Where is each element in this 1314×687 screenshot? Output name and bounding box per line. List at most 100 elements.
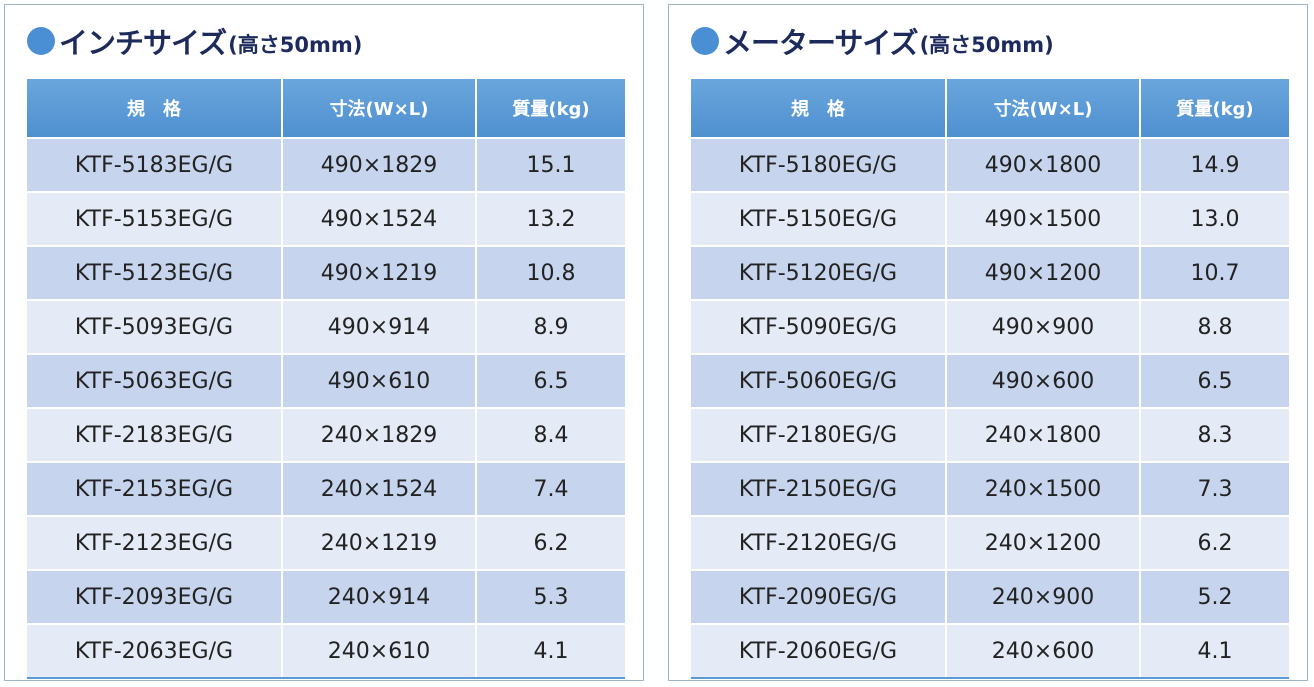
table-cell: KTF-2153EG/G xyxy=(74,476,234,502)
table-cell: KTF-5093EG/G xyxy=(74,314,234,340)
table-cell: 10.7 xyxy=(1139,247,1289,299)
table-cell: KTF-5123EG/G xyxy=(74,260,234,286)
subtitle: (高さ50mm) xyxy=(919,33,1054,57)
table-cell: 6.2 xyxy=(475,517,625,569)
table-cell: 490×1524 xyxy=(281,193,475,245)
bullet xyxy=(27,27,55,55)
table: 規 格 寸法(W×L) 質量(kg) KTF-5183EG/G 490×1829 15.1… xyxy=(27,79,625,679)
table-cell: 240×1524 xyxy=(281,463,475,515)
table-cell: KTF-2123EG/G xyxy=(74,530,234,556)
panel-title: インチサイズ (高さ50mm) xyxy=(27,19,362,63)
header-cell: 規 格 xyxy=(127,99,181,120)
table-cell: 4.1 xyxy=(1139,625,1289,677)
header-row: 規 格 寸法(W×L) 質量(kg) xyxy=(691,79,1289,137)
table-cell: 240×1219 xyxy=(281,517,475,569)
table-cell: 14.9 xyxy=(1139,139,1289,191)
table-row: KTF-5090EG/G 490×900 8.8 xyxy=(691,299,1289,353)
table-row: KTF-5063EG/G 490×610 6.5 xyxy=(27,353,625,407)
table-cell: 490×1200 xyxy=(945,247,1139,299)
table-cell: 7.3 xyxy=(1139,463,1289,515)
table-cell: 10.8 xyxy=(475,247,625,299)
table-cell: KTF-5183EG/G xyxy=(74,152,234,178)
table-cell: 240×1500 xyxy=(945,463,1139,515)
table-cell: 490×1500 xyxy=(945,193,1139,245)
table-cell: 13.2 xyxy=(475,193,625,245)
table-cell: 240×610 xyxy=(281,625,475,677)
table-row: KTF-2060EG/G 240×600 4.1 xyxy=(691,623,1289,677)
header-row: 規 格 寸法(W×L) 質量(kg) xyxy=(27,79,625,137)
table-row: KTF-5060EG/G 490×600 6.5 xyxy=(691,353,1289,407)
table-cell: 490×914 xyxy=(281,301,475,353)
table-cell: KTF-2183EG/G xyxy=(74,422,234,448)
title: メーターサイズ xyxy=(723,26,919,60)
table-cell: KTF-2120EG/G xyxy=(738,530,898,556)
table-cell: 8.4 xyxy=(475,409,625,461)
table-cell: KTF-5153EG/G xyxy=(74,206,234,232)
table: 規 格 寸法(W×L) 質量(kg) KTF-5180EG/G 490×1800 14.9… xyxy=(691,79,1289,679)
table-row: KTF-5180EG/G 490×1800 14.9 xyxy=(691,137,1289,191)
table-row: KTF-2183EG/G 240×1829 8.4 xyxy=(27,407,625,461)
table-row: KTF-2180EG/G 240×1800 8.3 xyxy=(691,407,1289,461)
table-row: KTF-2090EG/G 240×900 5.2 xyxy=(691,569,1289,623)
table-cell: 6.5 xyxy=(1139,355,1289,407)
header-cell: 質量(kg) xyxy=(1139,79,1289,137)
title: インチサイズ xyxy=(59,26,227,60)
table-cell: 240×1829 xyxy=(281,409,475,461)
table-cell: KTF-5150EG/G xyxy=(738,206,898,232)
table-cell: KTF-2090EG/G xyxy=(738,584,898,610)
table-cell: 490×1219 xyxy=(281,247,475,299)
table-cell: 13.0 xyxy=(1139,193,1289,245)
table-cell: 490×1800 xyxy=(945,139,1139,191)
table-cell: 240×1800 xyxy=(945,409,1139,461)
table-row: KTF-2153EG/G 240×1524 7.4 xyxy=(27,461,625,515)
subtitle: (高さ50mm) xyxy=(228,33,363,57)
table-cell: 4.1 xyxy=(475,625,625,677)
panel: メーターサイズ (高さ50mm) 規 格寸法(W×L) 質量(kg) KTF-5180E… xyxy=(668,4,1308,681)
table-cell: 240×900 xyxy=(945,571,1139,623)
table-cell: 8.3 xyxy=(1139,409,1289,461)
table-cell: 240×600 xyxy=(945,625,1139,677)
table-cell: 490×610 xyxy=(281,355,475,407)
table-row: KTF-2150EG/G 240×1500 7.3 xyxy=(691,461,1289,515)
table-cell: 15.1 xyxy=(475,139,625,191)
table-cell: KTF-2150EG/G xyxy=(738,476,898,502)
panel-title: メーターサイズ (高さ50mm) xyxy=(691,19,1054,63)
header-cell: 規 格 xyxy=(791,99,845,120)
table-row: KTF-5093EG/G 490×914 8.9 xyxy=(27,299,625,353)
table-row: KTF-5120EG/G 490×1200 10.7 xyxy=(691,245,1289,299)
table-cell: 6.2 xyxy=(1139,517,1289,569)
table-row: KTF-2120EG/G 240×1200 6.2 xyxy=(691,515,1289,569)
table-cell: 5.3 xyxy=(475,571,625,623)
table-cell: 490×1829 xyxy=(281,139,475,191)
table-cell: KTF-5060EG/G xyxy=(738,368,898,394)
header-cell: 質量(kg) xyxy=(475,79,625,137)
table-cell: 5.2 xyxy=(1139,571,1289,623)
table-cell: 6.5 xyxy=(475,355,625,407)
table-row: KTF-5150EG/G 490×1500 13.0 xyxy=(691,191,1289,245)
table-cell: KTF-2093EG/G xyxy=(74,584,234,610)
table-cell: 8.8 xyxy=(1139,301,1289,353)
table-row: KTF-5183EG/G 490×1829 15.1 xyxy=(27,137,625,191)
table-cell: KTF-5090EG/G xyxy=(738,314,898,340)
table-cell: KTF-2060EG/G xyxy=(738,638,898,664)
table-row: KTF-5123EG/G 490×1219 10.8 xyxy=(27,245,625,299)
header-cell: 寸法(W×L) xyxy=(945,79,1139,137)
table-row: KTF-2123EG/G 240×1219 6.2 xyxy=(27,515,625,569)
table-cell: 240×914 xyxy=(281,571,475,623)
table-cell: 490×900 xyxy=(945,301,1139,353)
table-row: KTF-2093EG/G 240×914 5.3 xyxy=(27,569,625,623)
bullet xyxy=(691,27,719,55)
table-row: KTF-5153EG/G 490×1524 13.2 xyxy=(27,191,625,245)
table-cell: 240×1200 xyxy=(945,517,1139,569)
table-cell: KTF-5180EG/G xyxy=(738,152,898,178)
panel: インチサイズ (高さ50mm) 規 格寸法(W×L) 質量(kg) KTF-5183EG… xyxy=(4,4,644,681)
table-cell: 8.9 xyxy=(475,301,625,353)
table-cell: KTF-2063EG/G xyxy=(74,638,234,664)
table-cell: KTF-5063EG/G xyxy=(74,368,234,394)
table-cell: KTF-2180EG/G xyxy=(738,422,898,448)
table-cell: 7.4 xyxy=(475,463,625,515)
header-cell: 寸法(W×L) xyxy=(281,79,475,137)
table-cell: 490×600 xyxy=(945,355,1139,407)
table-cell: KTF-5120EG/G xyxy=(738,260,898,286)
